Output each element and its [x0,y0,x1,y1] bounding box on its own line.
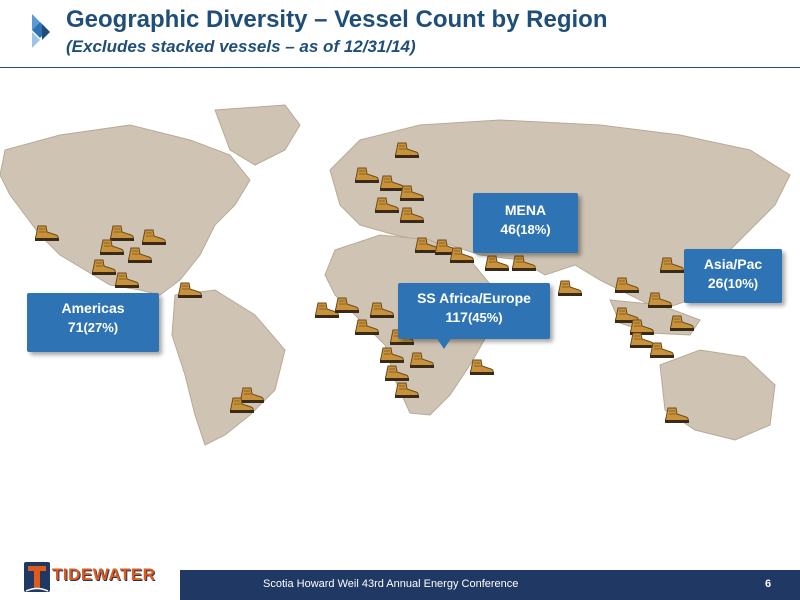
asia-pac-callout: Asia/Pac 26(10%) [684,249,782,303]
callout-pointer-icon [436,337,452,349]
title-divider [0,67,800,68]
conference-name: Scotia Howard Weil 43rd Annual Energy Co… [263,578,519,590]
footer-bar [180,570,800,600]
mena-pct: (18%) [515,222,551,237]
americas-name: Americas [61,300,125,316]
page-title: Geographic Diversity – Vessel Count by R… [66,6,608,33]
asia-pac-count: 26 [707,275,724,291]
landmass-north-america [0,124,251,296]
diamond-logo-icon [32,14,50,48]
page-subtitle: (Excludes stacked vessels – as of 12/31/… [66,37,416,56]
mena-callout: MENA 46(18%) [473,193,578,253]
ss-africa-europe-count: 117 [445,309,468,325]
americas-pct: (27%) [83,320,119,335]
americas-callout: Americas 71(27%) [27,293,159,352]
ss-africa-europe-name: SS Africa/Europe [417,290,531,306]
tidewater-logo [24,562,50,592]
tidewater-wordmark: TIDEWATER [52,565,156,584]
asia-pac-pct: (10%) [723,276,759,291]
mena-count: 46 [500,221,516,237]
landmass-south-america [171,289,286,446]
mena-name: MENA [504,202,547,218]
landmass-greenland [214,104,301,166]
americas-count: 71 [67,319,84,335]
asia-pac-name: Asia/Pac [703,256,763,272]
page-number: 6 [765,578,772,590]
ss-africa-europe-callout: SS Africa/Europe 117(45%) [398,283,550,349]
landmass-australia [659,349,776,441]
ss-africa-europe-pct: (45%) [467,310,503,325]
